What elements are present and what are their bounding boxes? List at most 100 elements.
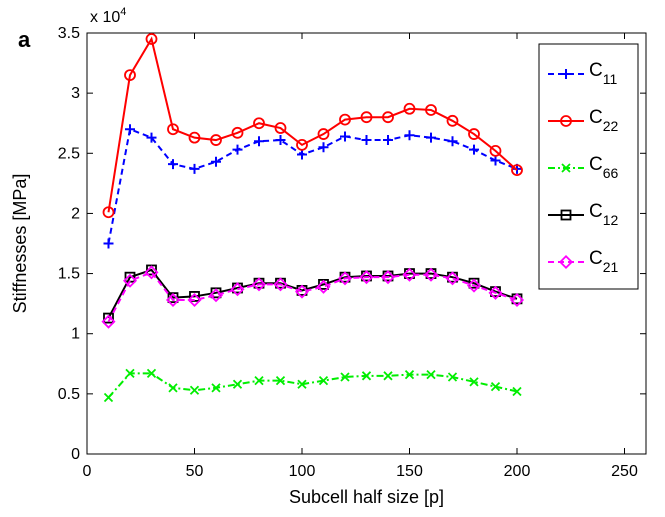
data-point-marker	[561, 163, 571, 173]
x-tick-label: 150	[396, 463, 423, 480]
x-tick-label: 0	[83, 463, 92, 480]
data-point-marker	[146, 368, 157, 379]
data-point-marker	[426, 132, 436, 143]
data-point-marker	[189, 385, 200, 395]
data-point-marker	[404, 130, 415, 141]
data-point-marker	[445, 271, 460, 286]
data-point-marker	[274, 122, 287, 134]
data-point-marker	[165, 293, 181, 308]
series-line	[107, 372, 518, 399]
data-point-marker	[469, 377, 479, 387]
y-tick-label: 0	[71, 446, 80, 463]
panel-label: a	[18, 27, 31, 52]
data-point-marker	[423, 267, 439, 282]
series-layer	[101, 33, 525, 403]
series-c11	[103, 124, 522, 249]
legend-label: C21	[589, 248, 619, 275]
data-point-marker	[361, 135, 372, 146]
y-tick-label: 3.5	[58, 25, 80, 42]
data-point-marker	[297, 379, 307, 389]
y-tick-label: 1.5	[58, 266, 80, 283]
y-tick-label: 2.5	[58, 145, 80, 162]
data-point-marker	[102, 206, 115, 219]
data-point-marker	[340, 372, 350, 382]
data-point-marker	[425, 104, 437, 116]
data-point-marker	[189, 163, 200, 174]
data-point-marker	[509, 293, 525, 308]
data-point-marker	[103, 392, 114, 403]
data-point-marker	[560, 115, 572, 127]
data-point-marker	[188, 131, 201, 144]
series-c22	[102, 33, 523, 219]
legend-entry: C12	[548, 201, 619, 228]
data-point-marker	[296, 138, 308, 151]
data-point-marker	[446, 114, 459, 127]
y-tick-label: 3	[71, 85, 80, 102]
data-point-marker	[124, 69, 136, 81]
data-point-marker	[232, 379, 243, 389]
data-point-marker	[187, 293, 202, 308]
data-point-marker	[383, 135, 393, 146]
series-line	[107, 127, 518, 244]
data-point-marker	[316, 279, 331, 294]
legend-label: C12	[589, 201, 619, 228]
y-tick-label: 0.5	[58, 386, 80, 403]
data-point-marker	[122, 273, 138, 288]
series-line	[107, 36, 518, 213]
data-point-marker	[125, 368, 135, 379]
data-point-marker	[208, 288, 224, 303]
data-point-marker	[512, 386, 522, 397]
data-point-marker	[232, 144, 243, 155]
x-tick-label: 100	[289, 463, 316, 480]
legend: C11 C22 C66 C12 C21	[538, 43, 639, 290]
data-point-marker	[380, 270, 396, 285]
data-point-marker	[145, 33, 158, 45]
data-point-marker	[361, 371, 372, 381]
legend-box	[538, 43, 639, 290]
series-c66	[103, 368, 522, 403]
data-point-marker	[231, 126, 244, 139]
data-point-marker	[253, 117, 265, 130]
data-point-marker	[168, 159, 178, 170]
data-point-marker	[383, 371, 393, 381]
legend-label: C22	[589, 107, 619, 134]
data-point-marker	[466, 278, 482, 293]
plot-area	[86, 32, 647, 455]
data-point-marker	[337, 271, 353, 286]
data-point-marker	[360, 111, 373, 124]
data-point-marker	[488, 285, 503, 300]
y-multiplier: x 104	[90, 6, 126, 26]
data-point-marker	[558, 254, 574, 270]
data-point-marker	[426, 369, 436, 380]
legend-label: C11	[589, 60, 617, 87]
y-axis-label: Stiffnesses [MPa]	[10, 174, 30, 314]
data-point-marker	[211, 156, 221, 167]
data-point-marker	[447, 372, 458, 382]
legend-entry: C66	[548, 154, 619, 181]
x-tick-label: 50	[186, 463, 204, 480]
x-tick-label: 200	[504, 463, 531, 480]
x-axis-label: Subcell half size [p]	[289, 487, 444, 507]
data-point-marker	[404, 369, 415, 380]
data-point-marker	[146, 132, 157, 143]
data-point-marker	[561, 69, 571, 79]
data-point-marker	[468, 128, 480, 140]
data-point-marker	[103, 312, 114, 324]
data-point-marker	[275, 375, 286, 386]
data-point-marker	[469, 144, 479, 155]
data-point-marker	[168, 383, 178, 393]
data-point-marker	[317, 128, 330, 140]
data-point-marker	[382, 111, 394, 124]
data-point-marker	[490, 155, 501, 166]
data-point-marker	[339, 113, 351, 126]
data-point-marker	[490, 382, 501, 392]
data-point-marker	[254, 375, 264, 386]
legend-label: C66	[589, 154, 619, 181]
data-point-marker	[210, 134, 222, 146]
legend-entry: C11	[548, 60, 617, 87]
y-tick-label: 1	[71, 326, 80, 343]
data-point-marker	[403, 102, 416, 115]
legend-entry: C21	[548, 248, 619, 275]
data-point-marker	[560, 209, 572, 221]
